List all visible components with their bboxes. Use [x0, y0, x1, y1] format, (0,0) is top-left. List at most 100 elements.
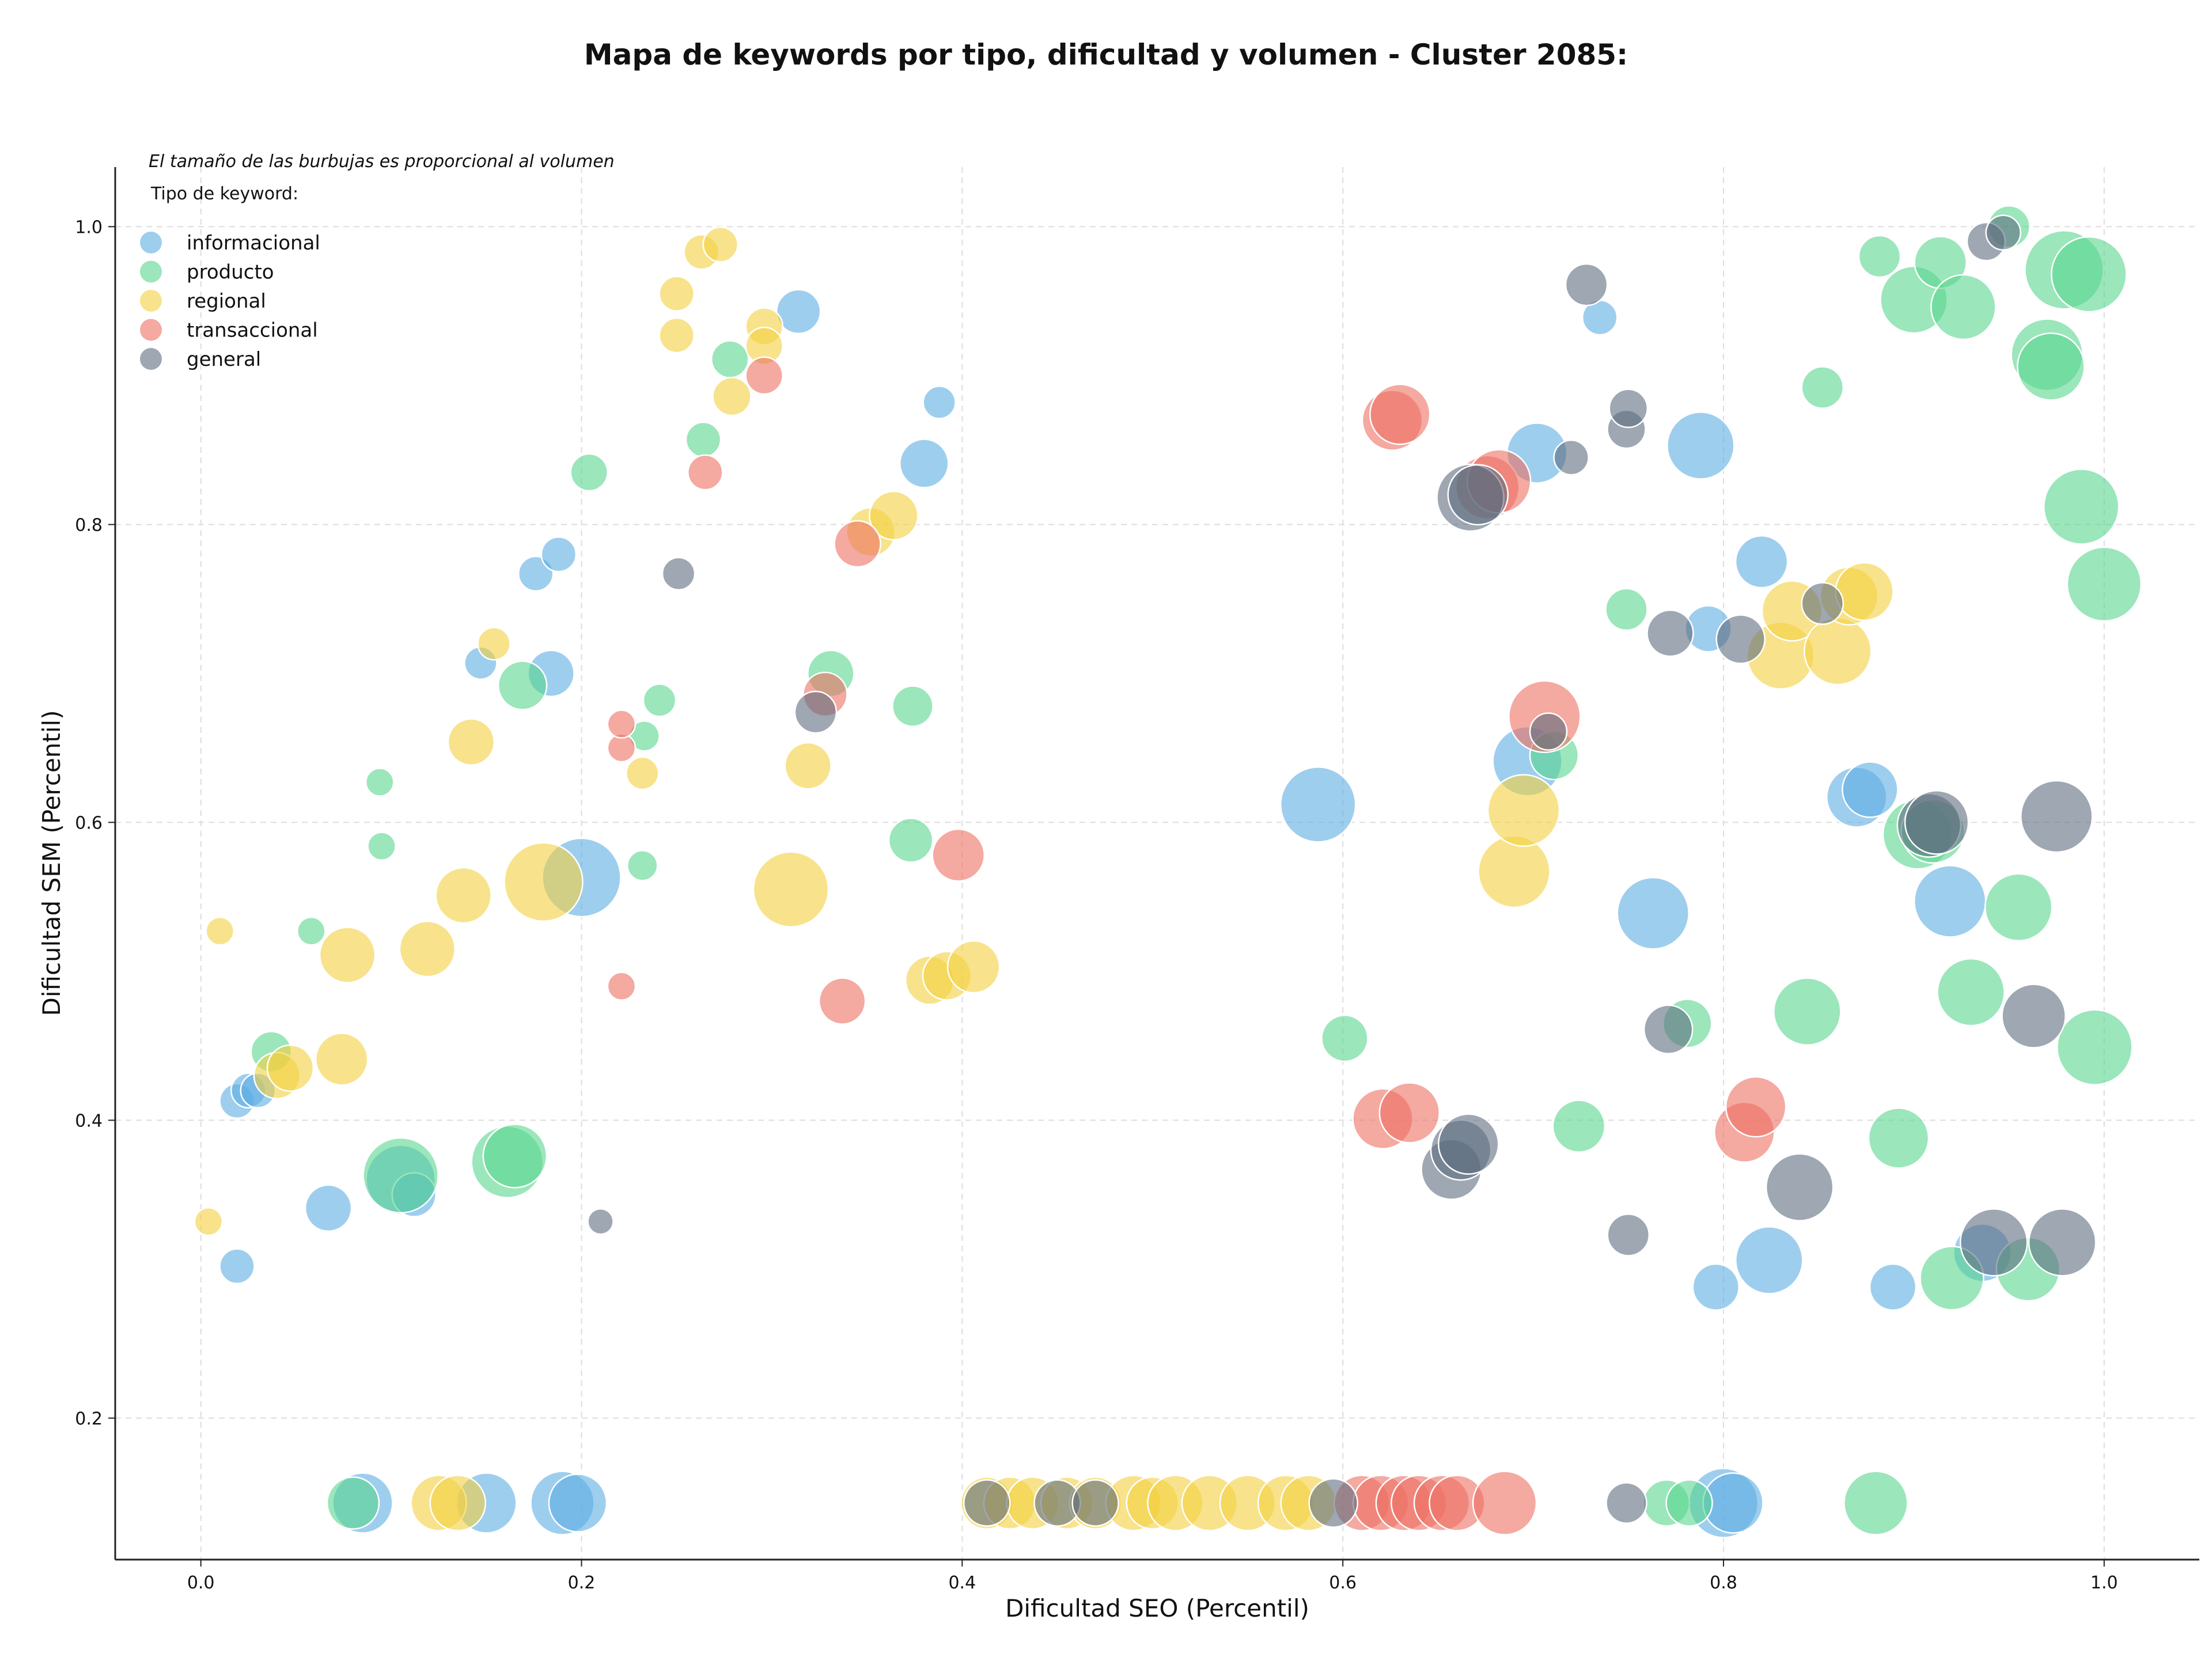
- bubble-regional: [869, 490, 919, 541]
- bubble-producto: [2066, 546, 2142, 622]
- bubble-general: [1959, 1208, 2028, 1277]
- bubble-size-note: El tamaño de las burbujas es proporciona…: [149, 152, 615, 172]
- bubble-general: [963, 1479, 1011, 1527]
- bubble-producto: [1858, 234, 1902, 278]
- axes: [114, 167, 2199, 1561]
- bubble-general: [1447, 464, 1509, 525]
- bubble-informacional: [1913, 865, 1987, 938]
- bubble-general: [587, 1208, 614, 1235]
- bubble-general: [2028, 1208, 2097, 1277]
- bubble-general: [1607, 1213, 1650, 1257]
- bubble-general: [1529, 712, 1568, 751]
- bubble-general: [1565, 263, 1608, 307]
- bubble-regional: [477, 626, 511, 661]
- legend: Tipo de keyword: informacional producto re…: [140, 184, 320, 371]
- bubble-transaccional: [931, 828, 985, 882]
- bubble-general: [1985, 214, 2021, 251]
- bubble-informacional: [304, 1184, 353, 1232]
- bubble-general: [1553, 439, 1589, 476]
- bubble-informacional: [1869, 1263, 1917, 1311]
- x-tick-label: 0.8: [1710, 1573, 1737, 1593]
- x-tick-label: 0.4: [948, 1573, 976, 1593]
- bubble-informacional: [899, 438, 949, 489]
- bubble-regional: [1803, 616, 1872, 686]
- bubble-transaccional: [1369, 383, 1431, 445]
- bubble-producto: [482, 1123, 548, 1189]
- chart-title: Mapa de keywords por tipo, dificultad y …: [584, 38, 1628, 71]
- bubble-regional: [1487, 774, 1560, 847]
- legend-marker-producto: [140, 260, 162, 283]
- bubble-producto: [570, 453, 608, 492]
- bubble-informacional: [1734, 535, 1789, 589]
- x-axis-ticks: 0.0 0.2 0.4 0.6 0.8 1.0: [187, 1560, 2118, 1593]
- bubble-general: [1605, 1482, 1647, 1524]
- bubble-informacional: [1735, 1226, 1804, 1295]
- bubble-producto: [326, 1476, 380, 1530]
- bubble-regional: [1835, 562, 1894, 621]
- bubble-producto: [1843, 1470, 1908, 1536]
- bubble-regional: [319, 926, 376, 983]
- bubble-informacional: [775, 289, 821, 334]
- bubble-regional: [658, 275, 695, 312]
- bubble-producto: [626, 850, 658, 881]
- bubble-layer: [194, 205, 2142, 1539]
- bubble-transaccional: [607, 709, 637, 739]
- legend-label-transaccional: transaccional: [187, 319, 318, 342]
- legend-marker-informacional: [140, 232, 162, 253]
- bubble-general: [1765, 1153, 1834, 1221]
- legend-label-general: general: [187, 348, 261, 371]
- bubble-general: [1801, 582, 1844, 625]
- bubble-producto: [710, 340, 749, 379]
- bubble-producto: [367, 831, 396, 861]
- bubble-regional: [702, 226, 738, 263]
- bubble-producto: [642, 683, 677, 717]
- bubble-regional: [315, 1032, 369, 1086]
- bubble-general: [1646, 609, 1694, 657]
- bubble-producto: [362, 1137, 439, 1214]
- x-tick-label: 0.6: [1329, 1573, 1357, 1593]
- grid-lines: [115, 167, 2199, 1560]
- bubble-producto: [1665, 1479, 1713, 1527]
- legend-label-producto: producto: [187, 261, 274, 284]
- bubble-producto: [1801, 366, 1844, 409]
- bubble-general: [1071, 1479, 1119, 1527]
- legend-marker-transaccional: [140, 319, 162, 341]
- y-tick-label: 0.2: [75, 1409, 103, 1429]
- bubble-producto: [685, 421, 722, 458]
- bubble-transaccional: [834, 520, 881, 568]
- bubble-producto: [1930, 274, 1997, 340]
- bubble-general: [661, 557, 696, 591]
- bubble-producto: [1605, 588, 1648, 631]
- bubble-producto: [297, 916, 326, 946]
- bubble-producto: [1868, 1107, 1930, 1169]
- bubble-general: [2001, 983, 2066, 1049]
- bubble-general: [1437, 1113, 1499, 1175]
- bubble-regional: [447, 718, 495, 766]
- y-tick-label: 0.4: [75, 1111, 103, 1131]
- legend-marker-regional: [140, 290, 162, 312]
- bubble-regional: [946, 940, 1001, 994]
- bubble-producto: [2043, 468, 2120, 545]
- legend-label-informacional: informacional: [187, 232, 320, 255]
- bubble-informacional: [922, 385, 956, 419]
- bubble-regional: [503, 842, 584, 922]
- bubble-regional: [625, 756, 660, 790]
- bubble-transaccional: [1378, 1082, 1441, 1144]
- bubble-transaccional: [687, 454, 724, 491]
- bubble-transaccional: [1472, 1470, 1537, 1536]
- bubble-regional: [429, 1474, 486, 1532]
- bubble-producto: [497, 660, 548, 710]
- bubble-producto: [365, 767, 395, 797]
- bubble-producto: [888, 818, 934, 863]
- bubble-regional: [399, 920, 456, 978]
- bubble-general: [1904, 790, 1969, 855]
- y-tick-label: 0.6: [75, 813, 103, 833]
- x-axis-label: Dificultad SEO (Percentil): [1005, 1594, 1309, 1622]
- bubble-general: [1608, 388, 1649, 429]
- bubble-producto: [1937, 958, 2005, 1027]
- y-axis-ticks: 0.2 0.4 0.6 0.8 1.0: [75, 217, 115, 1429]
- bubble-regional: [266, 1044, 315, 1092]
- bubble-producto: [1984, 873, 2053, 942]
- bubble-transaccional: [1725, 1076, 1787, 1138]
- bubble-regional: [205, 916, 234, 946]
